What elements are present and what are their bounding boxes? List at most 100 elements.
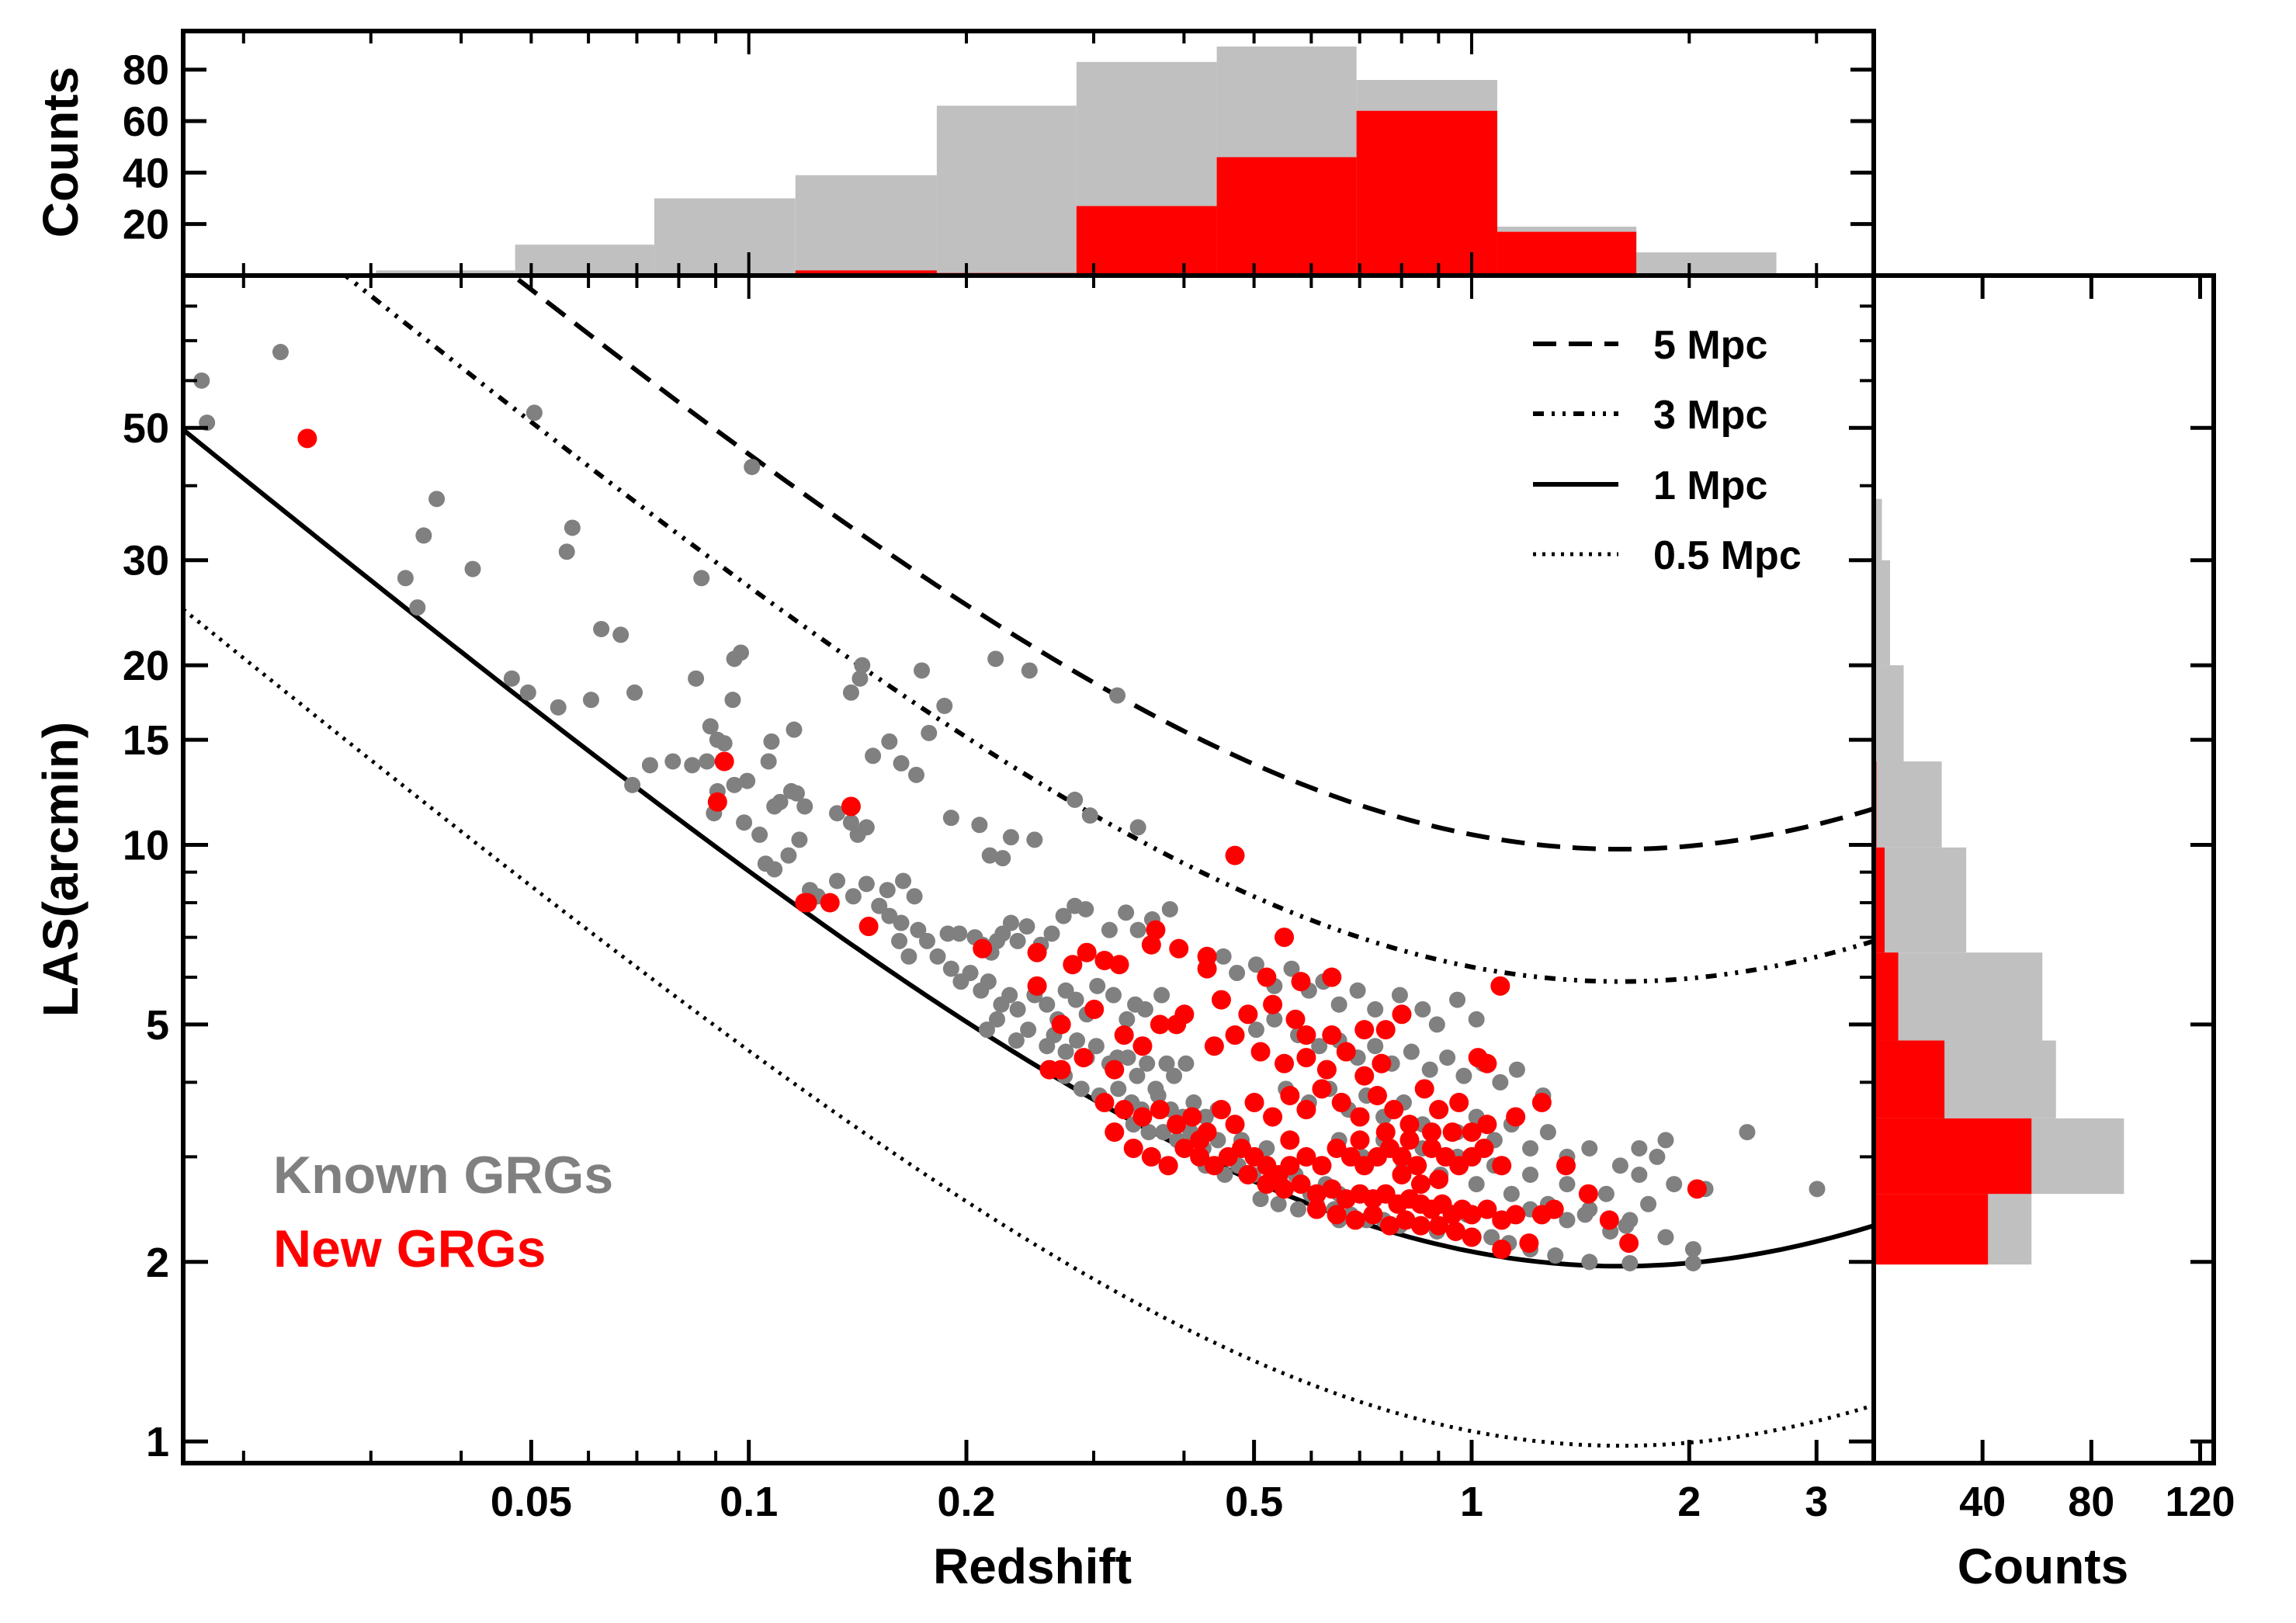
known-grg-point: [881, 907, 898, 924]
known-grg-point: [994, 850, 1011, 867]
y-tick-label: 50: [123, 405, 169, 452]
known-grg-point: [525, 404, 543, 421]
known-grg-point: [1266, 1011, 1283, 1028]
main-xticks: 0.05 0.1 0.2 0.5 1 2 3: [241, 31, 1828, 1525]
right-hist-xlabel: Counts: [1958, 1538, 2128, 1594]
right-hist-known-bar: [1874, 560, 1891, 666]
known-grg-point: [1119, 1011, 1136, 1028]
known-grg-point: [1559, 1176, 1576, 1193]
known-grg-point: [939, 925, 956, 942]
known-grg-point: [1247, 956, 1264, 973]
known-grg-point: [1809, 1181, 1826, 1198]
known-grg-point: [550, 699, 567, 716]
right-hist-known-bar: [1874, 952, 2043, 1041]
known-grg-point: [978, 1021, 995, 1039]
new-grg-points: [297, 428, 1707, 1259]
known-grg-point: [1155, 1124, 1172, 1141]
new-grg-point: [1477, 1115, 1497, 1135]
new-grg-point: [1556, 1156, 1576, 1176]
known-grg-point: [1077, 900, 1094, 917]
new-grg-point: [707, 792, 727, 812]
known-grg-point: [1001, 987, 1018, 1004]
known-grg-point: [1289, 1201, 1306, 1218]
known-grg-point: [1522, 1139, 1539, 1157]
known-grg-point: [981, 847, 998, 864]
known-grg-point: [699, 753, 716, 770]
known-grg-point: [693, 570, 710, 587]
new-grg-point: [1275, 1053, 1295, 1073]
known-grg-point: [829, 805, 846, 822]
known-grg-point: [845, 888, 862, 905]
known-grg-points: [193, 344, 1826, 1271]
new-grg-point: [1114, 1025, 1134, 1046]
known-grg-point: [796, 798, 813, 815]
new-grg-point: [1345, 1210, 1365, 1230]
top-hist-new-bar: [1356, 110, 1497, 276]
new-grg-point: [1225, 845, 1245, 865]
known-grg-point: [582, 692, 599, 709]
legend: 5 Mpc 3 Mpc 1 Mpc 0.5 Mpc: [1533, 323, 1802, 578]
known-grg-point: [1468, 1176, 1485, 1193]
main-yticks: 1 2 5 10 15 20 30 50: [123, 274, 1874, 1465]
new-grg-point: [1414, 1079, 1434, 1099]
known-grg-point: [906, 888, 923, 905]
known-grg-point: [829, 872, 846, 890]
new-grg-point: [1039, 1059, 1060, 1080]
known-grg-point: [397, 570, 414, 587]
known-grg-point: [641, 757, 658, 774]
new-grg-point: [1105, 1059, 1125, 1080]
known-grg-point: [1066, 791, 1084, 808]
new-grg-point: [1490, 976, 1510, 996]
right-hist-x-tick-label: 80: [2068, 1479, 2114, 1525]
known-grg-point: [1483, 1229, 1500, 1246]
new-grg-point: [1506, 1107, 1526, 1127]
new-grg-point: [1073, 1048, 1094, 1068]
known-grg-point: [664, 753, 682, 770]
x-tick-label: 3: [1805, 1479, 1828, 1525]
new-grg-point: [1372, 1053, 1392, 1073]
new-grg-point: [1296, 1146, 1316, 1167]
known-grg-point: [921, 724, 938, 741]
known-grg-point: [1043, 925, 1060, 942]
known-grg-point: [1158, 1055, 1175, 1072]
new-grg-point: [1275, 928, 1295, 948]
known-grg-point: [842, 814, 859, 831]
known-grg-point: [409, 599, 426, 616]
new-grg-point: [1291, 972, 1311, 992]
new-grg-point: [1531, 1092, 1552, 1112]
known-grg-point: [780, 847, 797, 864]
known-grg-point: [1009, 1001, 1026, 1018]
known-grg-point: [1129, 921, 1146, 938]
known-grg-point: [1367, 1038, 1384, 1055]
known-grg-point: [1109, 687, 1126, 704]
new-grg-point: [1257, 967, 1277, 987]
top-hist-known-bar: [1636, 252, 1777, 276]
x-tick-label: 0.2: [938, 1479, 996, 1525]
new-grg-point: [1519, 1233, 1539, 1254]
new-grg-point: [1375, 1020, 1396, 1040]
top-hist-ylabel: Counts: [33, 67, 88, 238]
new-grg-point: [1114, 1100, 1134, 1120]
x-tick-label: 0.5: [1225, 1479, 1283, 1525]
known-grg-point: [415, 527, 432, 544]
known-grg-point: [891, 932, 908, 949]
right-hist-known-bar: [1874, 761, 1942, 848]
new-grg-point: [1474, 1138, 1494, 1158]
new-grgs-annotation: New GRGs: [273, 1219, 546, 1278]
known-grg-point: [942, 960, 959, 977]
top-histogram: 20 40 60 80 Counts: [33, 29, 1876, 278]
new-grg-point: [1280, 1086, 1300, 1106]
new-grg-point: [1225, 1025, 1245, 1046]
new-grg-point: [1687, 1179, 1707, 1199]
known-grg-point: [1439, 1049, 1456, 1066]
known-grg-point: [766, 798, 783, 815]
new-grg-point: [1322, 1179, 1342, 1199]
new-grg-point: [1077, 942, 1097, 962]
new-grg-point: [1363, 1205, 1383, 1225]
new-grg-point: [1306, 1199, 1327, 1219]
new-grg-point: [1146, 920, 1166, 940]
known-grg-point: [895, 872, 912, 890]
known-grg-point: [791, 831, 808, 848]
